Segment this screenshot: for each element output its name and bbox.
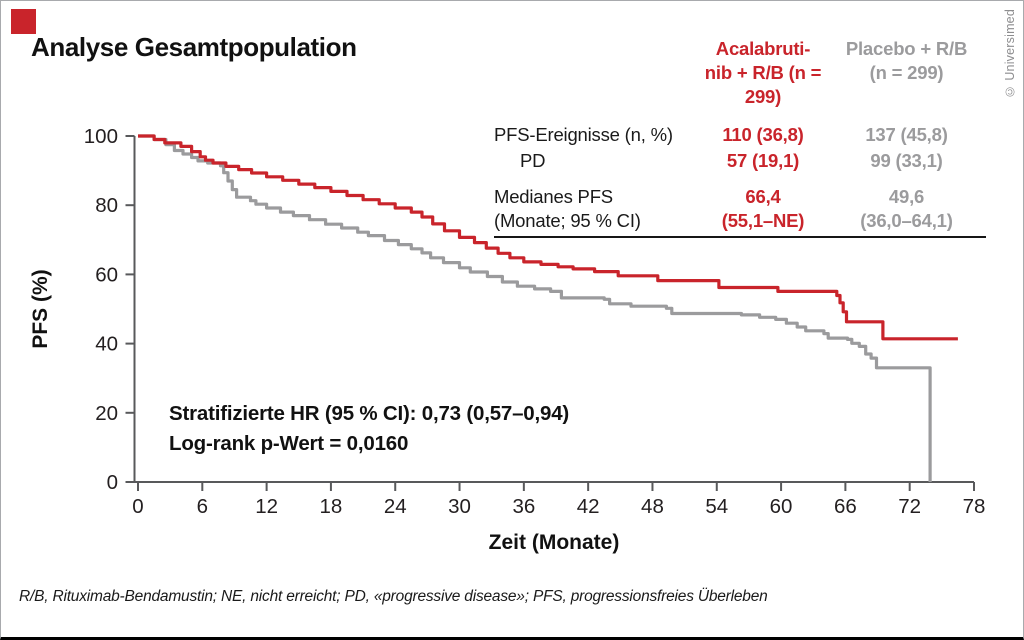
row-label-pd: PD xyxy=(520,150,546,171)
placebo-curve xyxy=(138,134,932,482)
page-title: Analyse Gesamtpopulation xyxy=(31,32,357,62)
column-header-acalabrutinib: Acalabruti- nib + R/B (n = 299) xyxy=(699,37,827,109)
stats-table: Acalabruti- nib + R/B (n = 299) Placebo … xyxy=(494,31,986,238)
column-header-placebo-line2: (n = 299) xyxy=(869,62,944,83)
row-label-median-pfs-line1: Medianes PFS xyxy=(494,186,613,207)
table-row-pfs-events: PFS-Ereignisse (n, %) 110 (36,8) 137 (45… xyxy=(494,122,986,148)
row-label-median-pfs-line2: (Monate; 95 % CI) xyxy=(494,210,641,231)
y-tick-label-60: 60 xyxy=(95,263,118,286)
x-tick-label-24: 24 xyxy=(384,495,407,518)
y-tick-label-20: 20 xyxy=(95,402,118,425)
y-tick-label-40: 40 xyxy=(95,333,118,356)
stats-header-spacer xyxy=(494,37,699,109)
median-pfs-placebo-months: 49,6 xyxy=(888,186,925,207)
median-pfs-acalabrutinib-ci: (55,1–NE) xyxy=(721,210,805,231)
acalabrutinib-curve xyxy=(138,134,958,341)
table-row-median-pfs: Medianes PFS (Monate; 95 % CI) 66,4 (55,… xyxy=(494,185,986,233)
pd-acalabrutinib-value: 57 (19,1) xyxy=(726,150,800,171)
y-tick-label-0: 0 xyxy=(107,471,118,494)
pfs-events-placebo-value: 137 (45,8) xyxy=(865,124,948,145)
x-tick-label-6: 6 xyxy=(197,495,208,518)
x-tick-label-72: 72 xyxy=(898,495,921,518)
x-tick-label-78: 78 xyxy=(963,495,986,518)
hr-annotation-line1: Stratifizierte HR (95 % CI): 0,73 (0,57–… xyxy=(169,402,570,425)
x-axis-title: Zeit (Monate) xyxy=(489,531,620,554)
table-row-pd: PD 57 (19,1) 99 (33,1) xyxy=(494,148,986,174)
x-tick-label-12: 12 xyxy=(255,495,278,518)
median-pfs-placebo-value: 49,6 (36,0–64,1) xyxy=(827,185,986,233)
row-label-median-pfs: Medianes PFS (Monate; 95 % CI) xyxy=(494,185,699,233)
hr-annotation-line2: Log-rank p-Wert = 0,0160 xyxy=(169,432,409,455)
brand-red-square xyxy=(11,9,36,34)
x-tick-label-60: 60 xyxy=(770,495,793,518)
y-tick-label-100: 100 xyxy=(84,125,118,148)
x-tick-label-42: 42 xyxy=(577,495,600,518)
y-axis-title: PFS (%) xyxy=(29,269,52,348)
pfs-events-acalabrutinib-value: 110 (36,8) xyxy=(722,124,804,145)
column-header-placebo-line1: Placebo + R/B xyxy=(845,38,968,59)
x-tick-label-36: 36 xyxy=(512,495,535,518)
column-header-placebo: Placebo + R/B (n = 299) xyxy=(827,37,986,109)
column-header-acalabrutinib-line2: nib + R/B (n = 299) xyxy=(704,62,822,107)
median-pfs-acalabrutinib-months: 66,4 xyxy=(745,186,781,207)
median-pfs-placebo-ci: (36,0–64,1) xyxy=(860,210,953,231)
x-tick-label-18: 18 xyxy=(320,495,343,518)
footnote-abbreviations: R/B, Rituximab-Bendamustin; NE, nicht er… xyxy=(19,588,768,605)
row-label-pfs-events: PFS-Ereignisse (n, %) xyxy=(494,124,673,145)
median-pfs-acalabrutinib-value: 66,4 (55,1–NE) xyxy=(699,185,827,233)
stats-table-header: Acalabruti- nib + R/B (n = 299) Placebo … xyxy=(494,37,986,109)
hr-annotation: Stratifizierte HR (95 % CI): 0,73 (0,57–… xyxy=(169,399,569,459)
column-header-acalabrutinib-line1: Acalabruti- xyxy=(715,38,811,59)
x-tick-label-0: 0 xyxy=(132,495,143,518)
pd-placebo-value: 99 (33,1) xyxy=(870,150,943,171)
x-tick-label-48: 48 xyxy=(641,495,664,518)
y-tick-label-80: 80 xyxy=(95,194,118,217)
x-tick-label-30: 30 xyxy=(448,495,471,518)
x-tick-label-54: 54 xyxy=(705,495,728,518)
x-tick-label-66: 66 xyxy=(834,495,857,518)
